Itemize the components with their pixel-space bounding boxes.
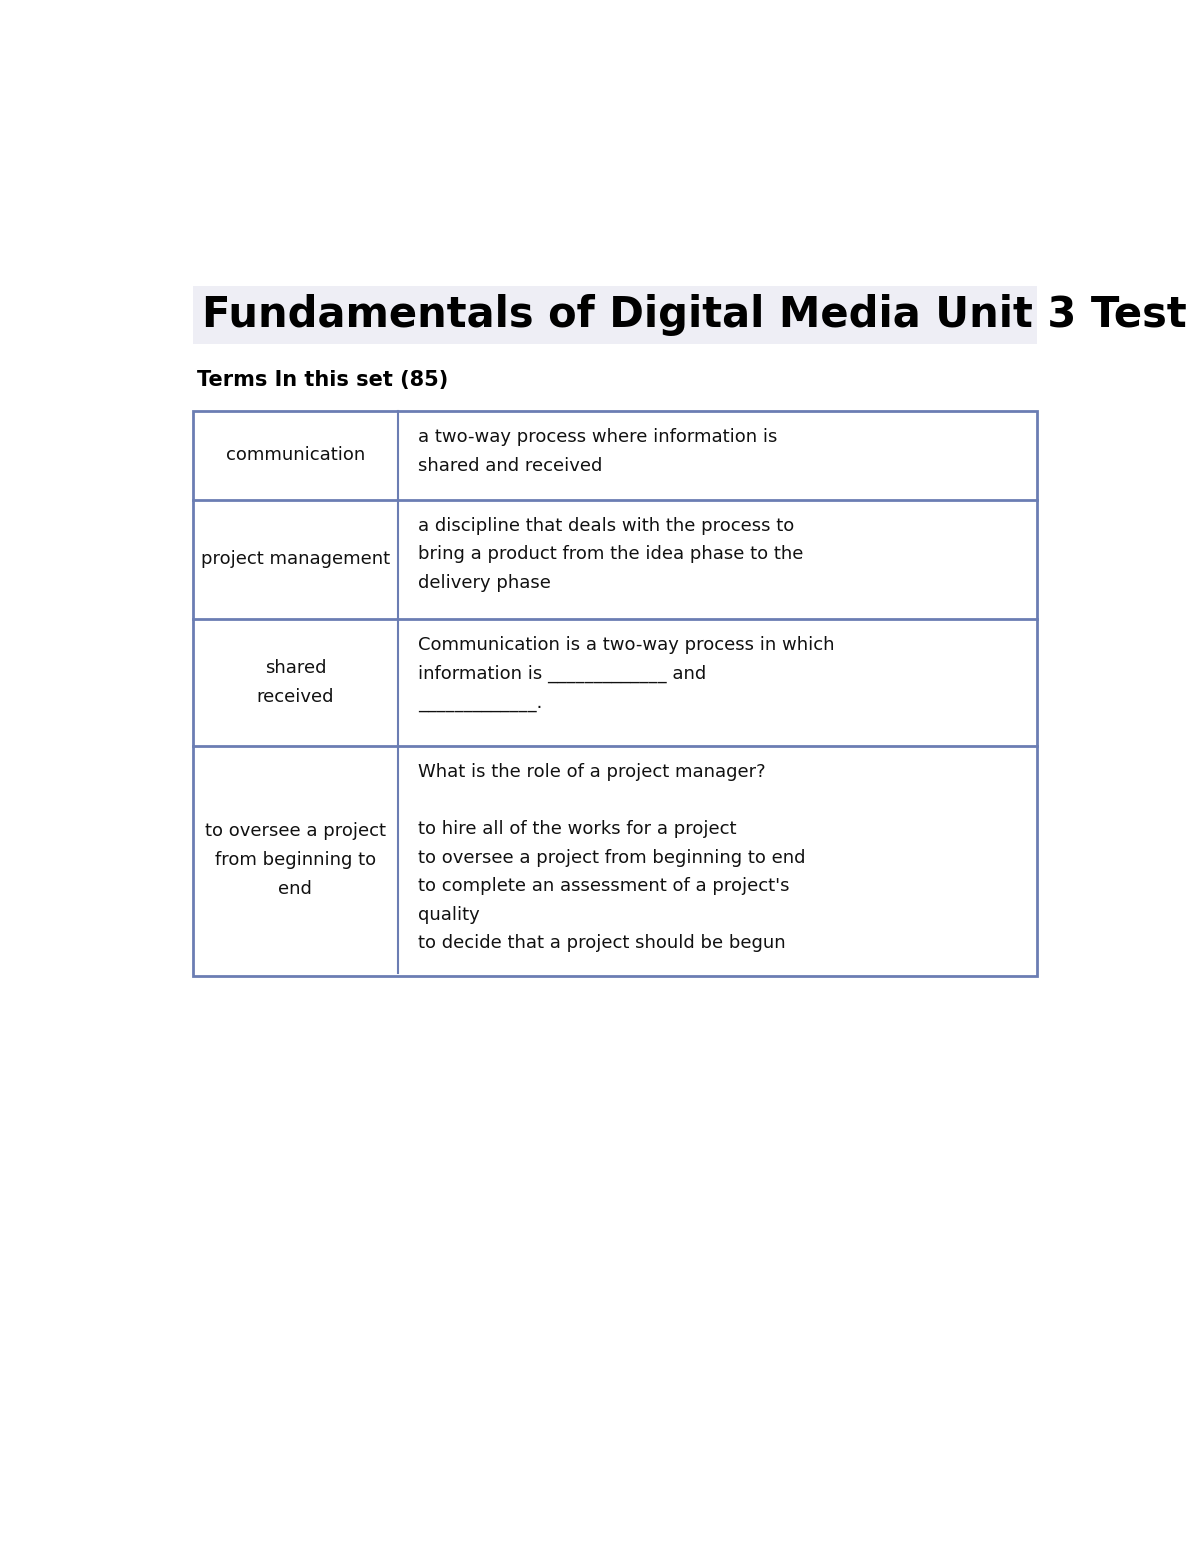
Text: What is the role of a project manager?

to hire all of the works for a project
t: What is the role of a project manager? t… [419, 763, 806, 952]
Text: project management: project management [200, 550, 390, 568]
Text: to oversee a project
from beginning to
end: to oversee a project from beginning to e… [205, 822, 386, 898]
Bar [193, 286, 1037, 345]
Text: shared
received: shared received [257, 658, 334, 707]
Text: Terms In this set (85): Terms In this set (85) [197, 370, 449, 390]
Text: Fundamentals of Digital Media Unit 3 Test: Fundamentals of Digital Media Unit 3 Tes… [202, 295, 1187, 337]
Text: communication: communication [226, 446, 365, 464]
Text: Communication is a two-way process in which
information is _____________ and
___: Communication is a two-way process in wh… [419, 637, 835, 711]
Bar [193, 412, 1037, 975]
Text: a discipline that deals with the process to
bring a product from the idea phase : a discipline that deals with the process… [419, 517, 804, 592]
Text: a two-way process where information is
shared and received: a two-way process where information is s… [419, 429, 778, 475]
